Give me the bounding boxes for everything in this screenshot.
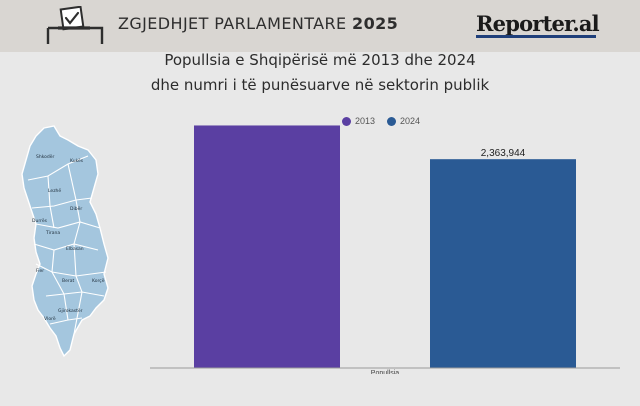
bar-2013 [194, 125, 340, 368]
map-label-4: Durrës [32, 218, 48, 224]
bar-2024 [430, 159, 576, 368]
legend-swatch-2013 [342, 116, 351, 126]
map-label-8: Berat [62, 278, 74, 284]
legend-item-2013: 2013 [342, 116, 375, 126]
map-label-7: Fier [36, 268, 44, 274]
chart-title-line-2: dhe numri i të punësuarve në sektorin pu… [150, 76, 490, 94]
map-label-3: Dibër [70, 206, 82, 212]
albania-map-icon: Shkodër Kukës Lezhë Dibër Durrës Tirana Elbasa… [21, 125, 109, 358]
map-label-2: Lezhë [48, 188, 61, 194]
logo-underline [476, 35, 596, 38]
header-title: ZGJEDHJET PARLAMENTARE 2025 [118, 14, 398, 33]
map-label-10: Gjirokastër [58, 308, 83, 314]
map-label-6: Elbasan [66, 246, 84, 252]
x-tick-label: Popullsia [371, 370, 400, 374]
map-label-0: Shkodër [36, 154, 55, 160]
legend-label-2013: 2013 [355, 115, 376, 126]
legend-swatch-2024 [387, 116, 397, 126]
legend-label-2024: 2024 [400, 115, 421, 126]
chart-title-line-1: Popullsia e Shqipërisë më 2013 dhe 2024 [164, 51, 476, 69]
map-label-5: Tirana [45, 230, 60, 236]
ballot-box-icon [46, 6, 104, 44]
map-label-1: Kukës [70, 158, 84, 164]
reporter-logo[interactable]: Reporter.al [476, 11, 600, 36]
data-label-2013: 2,745,638 [245, 124, 290, 125]
chart-legend: 2013 2024 [342, 112, 432, 126]
bar-chart: 2,745,638 2,363,944 Popullsia [150, 124, 620, 374]
map-label-11: Vlorë [44, 316, 56, 322]
header-year: 2025 [352, 14, 399, 33]
header-title-text: ZGJEDHJET PARLAMENTARE [118, 14, 347, 33]
data-label-2024: 2,363,944 [481, 148, 526, 159]
chart-title: Popullsia e Shqipërisë më 2013 dhe 2024 … [100, 48, 540, 98]
header-bar: ZGJEDHJET PARLAMENTARE 2025 Reporter.al [0, 0, 640, 52]
legend-item-2024: 2024 [387, 116, 420, 126]
map-label-9: Korçë [92, 278, 105, 284]
